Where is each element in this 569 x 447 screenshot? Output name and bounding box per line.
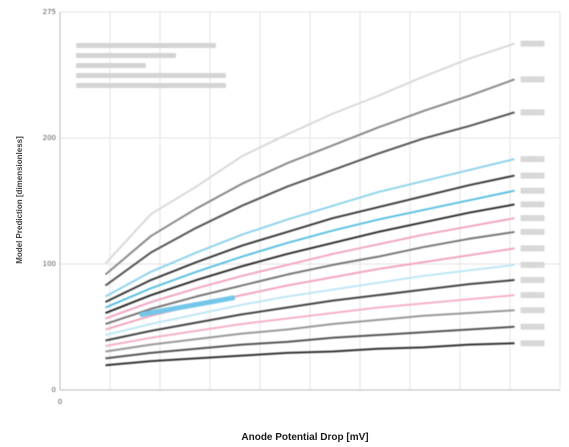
curve-labels bbox=[520, 40, 545, 347]
series-line-11 bbox=[105, 263, 515, 336]
curve-label bbox=[520, 172, 545, 179]
curve-label bbox=[520, 340, 545, 347]
curve-label bbox=[520, 187, 545, 194]
y-tick-label: 200 bbox=[43, 134, 56, 142]
note-line bbox=[76, 63, 146, 68]
curve-label bbox=[520, 292, 545, 299]
curve-label bbox=[520, 156, 545, 163]
curve-label bbox=[520, 277, 545, 284]
curve-label bbox=[520, 307, 545, 314]
y-tick-label: 275 bbox=[43, 8, 56, 16]
curve-label bbox=[520, 261, 545, 268]
note-line bbox=[76, 53, 176, 58]
series-line-8 bbox=[105, 217, 515, 320]
x-tick-label: 0 bbox=[58, 398, 62, 406]
series-line-2 bbox=[104, 78, 515, 276]
curve-label bbox=[520, 76, 545, 83]
series-line-16 bbox=[105, 342, 515, 367]
y-tick-label: 0 bbox=[52, 386, 56, 394]
series-line-9 bbox=[105, 230, 515, 325]
series-line-12 bbox=[105, 279, 515, 342]
x-axis-title: Anode Potential Drop [mV] bbox=[241, 432, 368, 443]
y-axis-title: Model Prediction [dimensionless] bbox=[15, 136, 24, 264]
curve-label bbox=[520, 201, 545, 208]
note-line bbox=[76, 73, 226, 78]
series-line-5 bbox=[105, 174, 515, 303]
series-line-15 bbox=[105, 325, 515, 360]
y-tick-label: 100 bbox=[43, 260, 56, 268]
note-line bbox=[76, 83, 226, 88]
series-line-4 bbox=[104, 158, 515, 298]
annotation-note bbox=[76, 43, 226, 88]
series-line-6 bbox=[105, 189, 515, 309]
series-line-14 bbox=[105, 309, 515, 353]
highlight-group bbox=[139, 295, 236, 317]
curve-label bbox=[520, 323, 545, 330]
curve-label bbox=[520, 215, 545, 222]
highlight-segment bbox=[139, 295, 236, 317]
series-line-7 bbox=[105, 203, 515, 314]
y-tick-labels: 0 100 200 275 bbox=[43, 8, 56, 394]
series-line-3 bbox=[104, 111, 515, 287]
series-line-13 bbox=[105, 294, 515, 347]
series-line-1 bbox=[104, 42, 515, 265]
x-tick-labels: 0 bbox=[58, 398, 62, 406]
curve-label bbox=[520, 245, 545, 252]
note-line bbox=[76, 43, 216, 48]
chart-axes bbox=[59, 12, 560, 391]
curve-label bbox=[520, 109, 545, 116]
curve-label bbox=[520, 228, 545, 235]
curve-label bbox=[520, 40, 545, 47]
